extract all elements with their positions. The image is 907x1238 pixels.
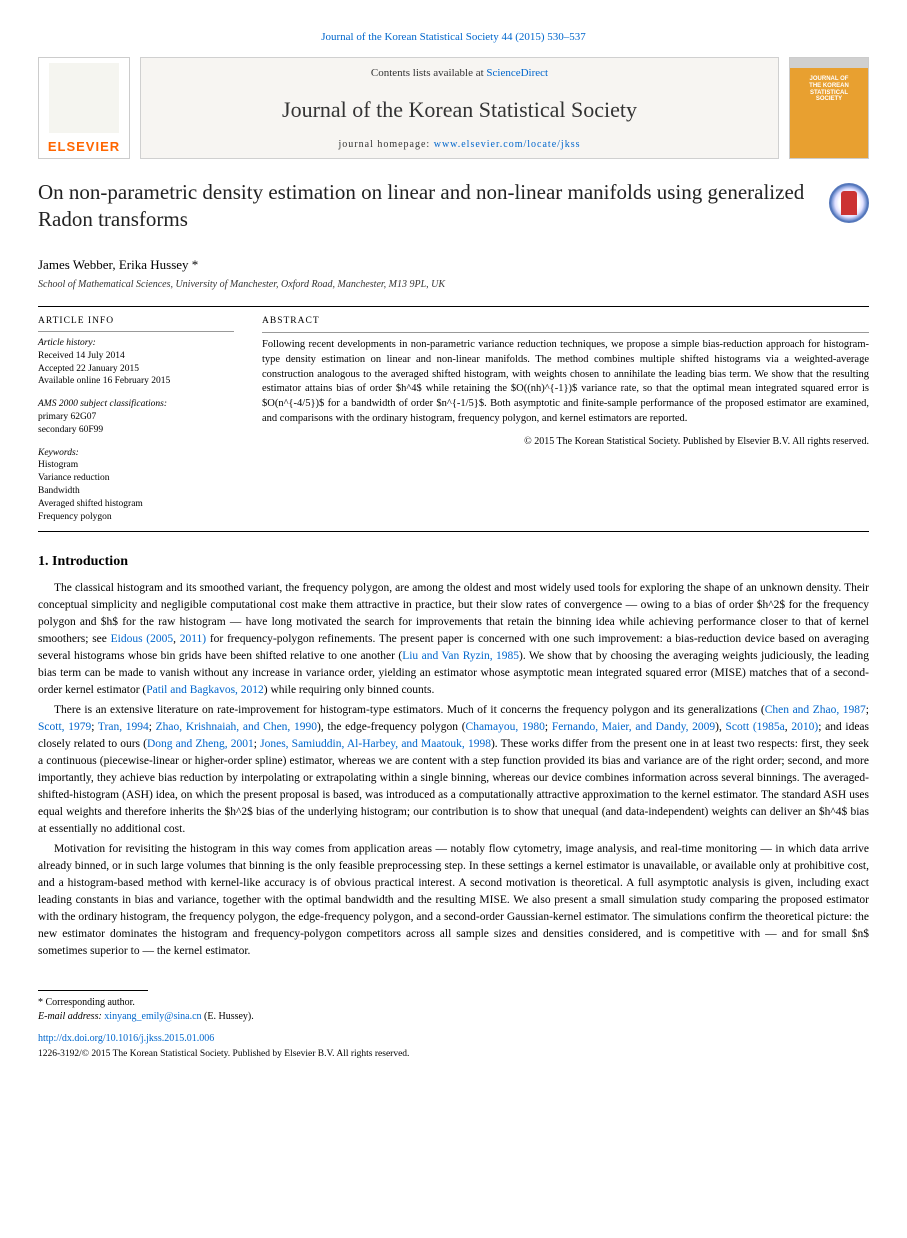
journal-banner: ELSEVIER Contents lists available at Sci… [38,57,869,159]
crossmark-badge[interactable] [829,183,869,223]
ams-secondary: secondary 60F99 [38,424,234,437]
intro-body: The classical histogram and its smoothed… [38,580,869,960]
sciencedirect-link[interactable]: ScienceDirect [486,67,548,79]
ref-scott-1979[interactable]: Scott, 1979 [38,721,91,733]
author-email-link[interactable]: xinyang_emily@sina.cn [104,1011,201,1022]
contents-list-line: Contents lists available at ScienceDirec… [371,66,548,81]
ref-jones-et-al[interactable]: Jones, Samiuddin, Al-Harbey, and Maatouk… [260,738,491,750]
contents-prefix: Contents lists available at [371,67,486,79]
online-date: Available online 16 February 2015 [38,375,234,388]
journal-cover-thumb[interactable]: JOURNAL OF THE KOREAN STATISTICAL SOCIET… [789,57,869,159]
keyword-2: Variance reduction [38,472,234,485]
p2-text-b: ), the edge-frequency polygon ( [317,721,466,733]
ref-eidous-2011[interactable]: 2011) [180,633,206,645]
ams-label: AMS 2000 subject classifications: [38,398,234,411]
homepage-link[interactable]: www.elsevier.com/locate/jkss [434,139,581,150]
keyword-4: Averaged shifted histogram [38,498,234,511]
doi-line: http://dx.doi.org/10.1016/j.jkss.2015.01… [38,1032,869,1046]
keyword-3: Bandwidth [38,485,234,498]
abstract-column: ABSTRACT Following recent developments i… [248,315,869,523]
journal-title: Journal of the Korean Statistical Societ… [282,95,637,126]
elsevier-label: ELSEVIER [48,138,120,156]
p2-text-a: There is an extensive literature on rate… [54,704,765,716]
authors: James Webber, Erika Hussey * [38,256,869,274]
footnote-separator [38,990,148,991]
publisher-line: 1226-3192/© 2015 The Korean Statistical … [38,1048,869,1061]
corresponding-author-note: * Corresponding author. [38,996,869,1010]
p2-text-e: ). These works differ from the present o… [38,738,869,835]
header-citation: Journal of the Korean Statistical Societ… [38,30,869,45]
keyword-1: Histogram [38,459,234,472]
email-suffix: (E. Hussey). [202,1011,254,1022]
banner-center: Contents lists available at ScienceDirec… [140,57,779,159]
elsevier-logo[interactable]: ELSEVIER [38,57,130,159]
ams-primary: primary 62G07 [38,411,234,424]
elsevier-tree-icon [49,63,119,133]
ref-dong-zheng[interactable]: Dong and Zheng, 2001 [147,738,254,750]
p1-text-d: ) while requiring only binned counts. [264,684,435,696]
footnotes: * Corresponding author. E-mail address: … [38,996,869,1024]
email-line: E-mail address: xinyang_emily@sina.cn (E… [38,1010,869,1024]
intro-para-3: Motivation for revisiting the histogram … [38,841,869,960]
abstract-box: ARTICLE INFO Article history: Received 1… [38,306,869,532]
keywords-label: Keywords: [38,447,234,460]
abstract-text: Following recent developments in non-par… [262,338,869,426]
section-1-heading: 1. Introduction [38,552,869,572]
p2-text-c: ), [715,721,725,733]
doi-link[interactable]: http://dx.doi.org/10.1016/j.jkss.2015.01… [38,1033,214,1044]
ref-eidous-2005[interactable]: Eidous (2005 [111,633,174,645]
ref-patil-bagkavos[interactable]: Patil and Bagkavos, 2012 [146,684,264,696]
ref-tran[interactable]: Tran, 1994 [98,721,149,733]
ref-fernando-et-al[interactable]: Fernando, Maier, and Dandy, 2009 [552,721,715,733]
history-label: Article history: [38,337,234,350]
homepage-prefix: journal homepage: [339,139,434,150]
article-info-heading: ARTICLE INFO [38,315,234,328]
email-label: E-mail address: [38,1011,102,1022]
article-info-column: ARTICLE INFO Article history: Received 1… [38,315,248,523]
ref-chen-zhao[interactable]: Chen and Zhao, 1987 [765,704,866,716]
homepage-line: journal homepage: www.elsevier.com/locat… [339,138,581,152]
cover-text: JOURNAL OF THE KOREAN STATISTICAL SOCIET… [809,76,849,102]
accepted-date: Accepted 22 January 2015 [38,363,234,376]
received-date: Received 14 July 2014 [38,350,234,363]
ref-zhao-et-al[interactable]: Zhao, Krishnaiah, and Chen, 1990 [156,721,317,733]
ref-chamayou[interactable]: Chamayou, 1980 [466,721,545,733]
article-title: On non-parametric density estimation on … [38,179,819,232]
affiliation: School of Mathematical Sciences, Univers… [38,278,869,292]
intro-para-1: The classical histogram and its smoothed… [38,580,869,699]
abstract-copyright: © 2015 The Korean Statistical Society. P… [262,435,869,449]
ref-liu-vanryzin[interactable]: Liu and Van Ryzin, 1985 [402,650,519,662]
crossmark-icon [841,191,857,215]
ref-scott-1985a[interactable]: Scott (1985a [726,721,785,733]
keyword-5: Frequency polygon [38,511,234,524]
ref-scott-2010[interactable]: 2010) [791,721,818,733]
abstract-heading: ABSTRACT [262,315,869,328]
intro-para-2: There is an extensive literature on rate… [38,702,869,838]
